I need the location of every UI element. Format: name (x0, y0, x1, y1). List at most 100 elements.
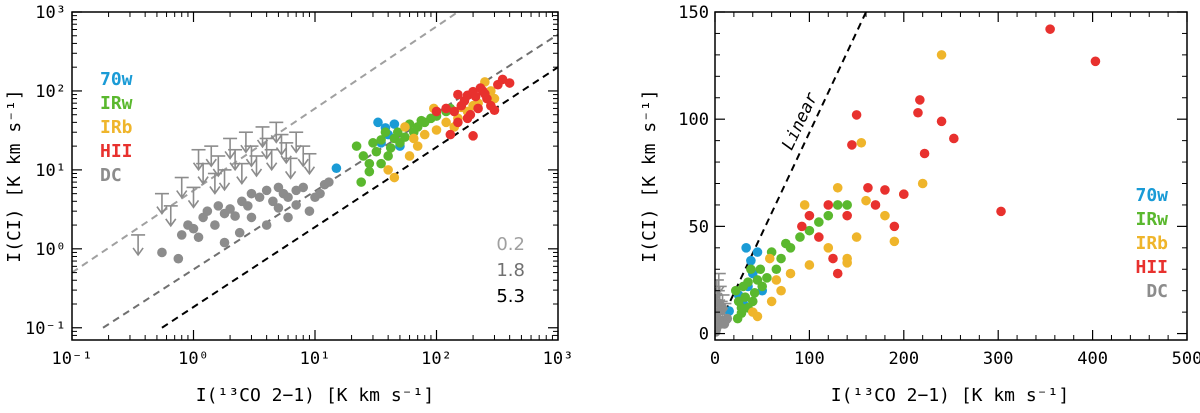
point-hii (814, 232, 824, 242)
point-dc (188, 223, 199, 234)
ratio-label-0-2: 0.2 (496, 234, 525, 255)
y-tick-label: 10⁻¹ (25, 319, 66, 339)
legend-item-70w: 70w (100, 69, 133, 90)
point-irw (371, 146, 382, 157)
point-irw (762, 273, 772, 283)
x-tick-label: 10⁰ (178, 349, 209, 369)
upper-limit-arrow (274, 133, 289, 156)
left-ratio-lines (72, 12, 558, 329)
upper-limit-arrow (211, 155, 226, 178)
point-hii (832, 268, 843, 279)
legend-item-irw: IRw (100, 93, 133, 114)
point-hii (445, 129, 456, 140)
point-hii (823, 200, 834, 210)
point-hii (936, 116, 947, 127)
point-hii (497, 74, 508, 85)
point-irw (746, 264, 756, 275)
point-irw (730, 285, 741, 296)
point-irb (842, 258, 852, 268)
legend-item-dc: DC (1146, 281, 1168, 302)
point-irw (823, 210, 834, 221)
upper-limit-arrow (717, 302, 732, 325)
point-dc (261, 185, 272, 196)
upper-limit-arrow (238, 131, 253, 154)
point-hii (453, 117, 463, 128)
point-dc (261, 220, 272, 230)
point-dc (268, 196, 278, 207)
point-irw (400, 132, 410, 142)
point-irw (368, 138, 378, 148)
point-dc (202, 206, 213, 216)
point-dc (304, 206, 315, 216)
point-70w (389, 119, 400, 129)
legend-item-hii: HII (100, 141, 133, 162)
point-irw (383, 151, 393, 161)
point-irb (441, 117, 451, 128)
upper-limit-arrow (154, 192, 169, 216)
point-hii (453, 89, 463, 100)
left-panel: 10⁻¹ 10⁰ 10¹ 10² 10³ 10⁻¹ 10⁰ 10¹ 10² 10³ 70w IRw I… (4, 3, 573, 406)
left-y-axis-title: I(CI) [K km s⁻¹] (4, 89, 25, 262)
upper-limit-arrow (174, 176, 189, 199)
point-hii (470, 91, 481, 102)
upper-limit-arrow (223, 137, 238, 160)
point-irb (431, 125, 442, 135)
y-tick-label: 150 (678, 3, 709, 23)
upper-limit-arrow (207, 172, 222, 195)
point-irw (364, 166, 375, 177)
upper-limit-arrow (715, 294, 730, 317)
point-dc (246, 188, 257, 199)
y-tick-label: 10¹ (35, 161, 66, 181)
legend-item-70w: 70w (1135, 185, 1168, 206)
point-irb (851, 232, 862, 242)
x-tick-label: 0 (710, 349, 720, 369)
legend-item-irb: IRb (1135, 233, 1168, 254)
y-tick-label: 10⁰ (35, 240, 66, 260)
point-hii (863, 182, 873, 193)
point-irb (489, 93, 500, 104)
point-dc (273, 203, 284, 213)
right-panel: 0 100 200 300 400 500 0 50 100 150 70w IRw IRb HII DC… (639, 3, 1200, 406)
point-hii (473, 103, 483, 114)
point-irw (755, 264, 766, 275)
right-plot-frame (714, 11, 1188, 341)
point-irw (376, 158, 386, 169)
right-ticks: 0 100 200 300 400 500 0 50 100 150 (678, 3, 1200, 369)
point-hii (996, 206, 1006, 217)
point-dc (210, 220, 220, 230)
upper-limit-arrow (196, 162, 211, 186)
point-irw (832, 200, 843, 210)
point-70w (741, 243, 751, 253)
point-irb (799, 200, 810, 210)
point-irw (385, 143, 396, 153)
point-hii (847, 140, 857, 150)
y-tick-label: 0 (699, 325, 709, 345)
right-data-points (715, 24, 1101, 337)
upper-limit-arrow (259, 137, 274, 160)
point-irb (880, 210, 890, 221)
point-irw (364, 158, 375, 169)
point-dc (254, 192, 265, 203)
y-tick-label: 100 (678, 110, 709, 130)
point-hii (851, 110, 862, 120)
point-dc (219, 237, 230, 248)
point-hii (468, 131, 478, 141)
upper-limit-arrow (191, 148, 206, 172)
point-irb (764, 253, 775, 264)
point-irb (823, 243, 834, 253)
point-irw (736, 308, 747, 319)
x-tick-label: 10³ (543, 349, 574, 369)
point-irb (861, 195, 871, 206)
point-irw (757, 281, 767, 292)
point-irw (776, 253, 786, 264)
point-dc (157, 247, 167, 258)
point-irb (776, 285, 786, 296)
point-dc (213, 201, 224, 211)
point-irb (404, 151, 415, 161)
x-tick-label: 100 (794, 349, 825, 369)
x-tick-label: 10⁻¹ (52, 349, 93, 369)
upper-limit-arrow (296, 145, 311, 168)
point-hii (949, 133, 959, 144)
upper-limit-arrow (234, 162, 249, 186)
